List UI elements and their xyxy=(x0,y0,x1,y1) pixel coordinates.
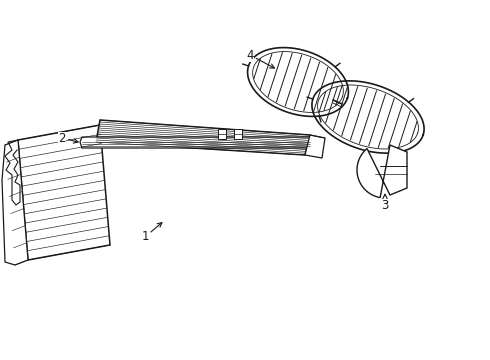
Text: 4: 4 xyxy=(246,49,274,68)
Polygon shape xyxy=(18,125,110,260)
Text: 2: 2 xyxy=(58,131,78,144)
Polygon shape xyxy=(2,140,28,265)
Polygon shape xyxy=(305,135,325,158)
Polygon shape xyxy=(96,120,310,155)
Polygon shape xyxy=(80,137,318,150)
Polygon shape xyxy=(234,129,242,139)
Polygon shape xyxy=(357,145,407,198)
Text: 3: 3 xyxy=(381,194,389,212)
Text: 1: 1 xyxy=(141,222,162,243)
Polygon shape xyxy=(218,129,226,139)
